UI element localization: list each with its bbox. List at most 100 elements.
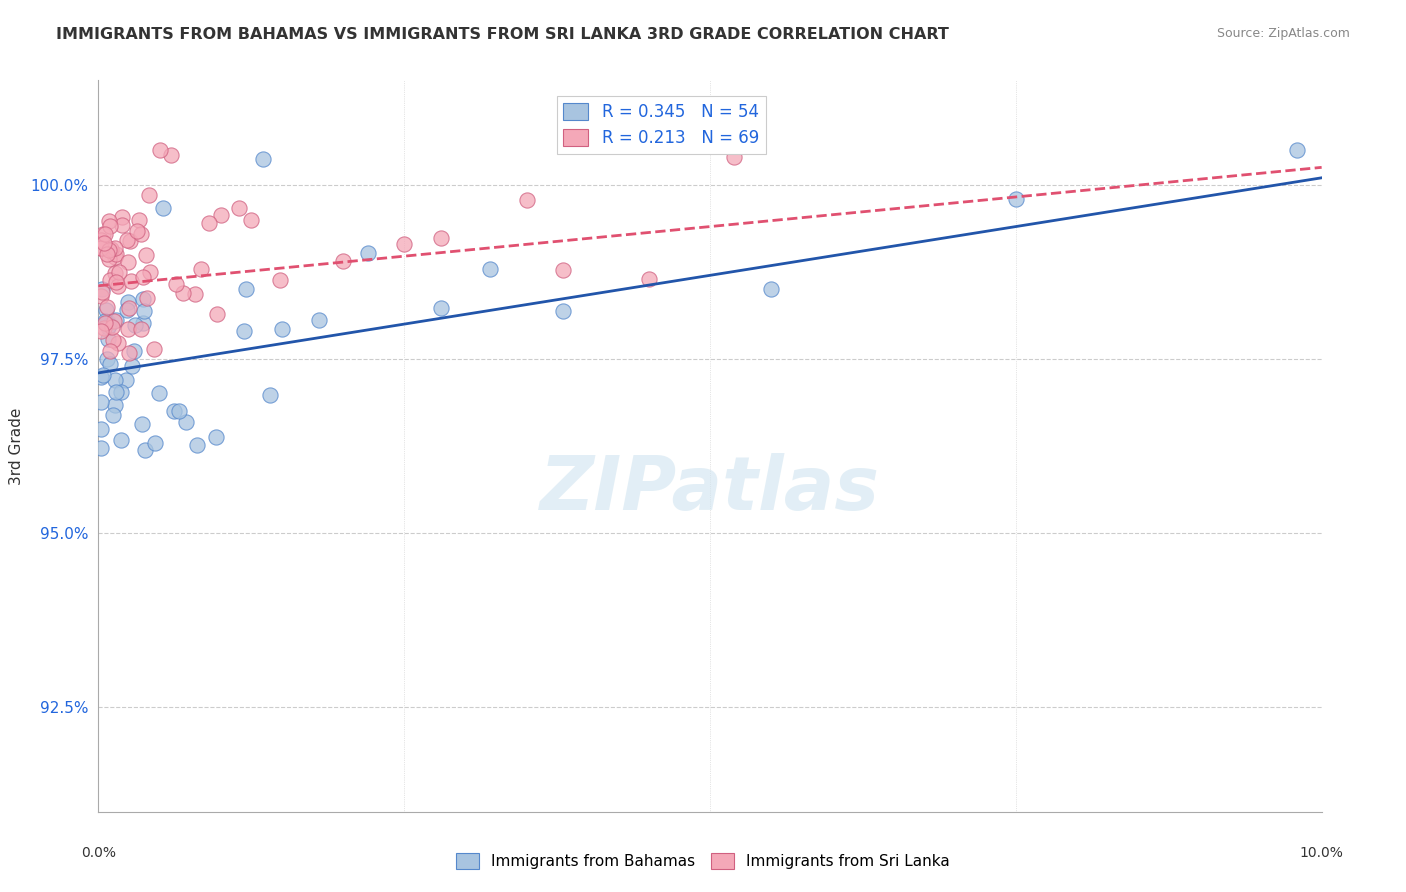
- Point: [110, 219, 132, 233]
- Point: [117, 295, 139, 310]
- Point: [1004, 192, 1026, 206]
- Point: [94, 303, 117, 318]
- Point: [98, 214, 121, 228]
- Point: [104, 241, 127, 255]
- Point: [430, 301, 453, 316]
- Point: [115, 233, 138, 247]
- Point: [160, 148, 183, 162]
- Point: [131, 417, 153, 431]
- Text: 0.0%: 0.0%: [82, 847, 115, 861]
- Point: [553, 303, 575, 318]
- Point: [228, 201, 250, 215]
- Point: [132, 270, 155, 285]
- Point: [104, 398, 127, 412]
- Point: [143, 436, 166, 450]
- Point: [516, 193, 538, 207]
- Point: [169, 404, 191, 418]
- Point: [259, 387, 281, 401]
- Point: [209, 208, 232, 222]
- Point: [172, 286, 194, 301]
- Point: [270, 322, 294, 336]
- Point: [90, 241, 112, 255]
- Point: [96, 315, 118, 329]
- Point: [134, 304, 156, 318]
- Point: [117, 255, 139, 269]
- Point: [184, 286, 207, 301]
- Point: [105, 313, 128, 327]
- Point: [90, 395, 112, 409]
- Point: [90, 369, 112, 384]
- Point: [98, 252, 121, 266]
- Point: [110, 433, 132, 447]
- Point: [240, 212, 263, 227]
- Point: [104, 250, 127, 264]
- Text: Source: ZipAtlas.com: Source: ZipAtlas.com: [1216, 27, 1350, 40]
- Point: [152, 201, 174, 215]
- Point: [149, 143, 172, 157]
- Point: [138, 188, 160, 202]
- Point: [107, 278, 129, 293]
- Point: [90, 441, 112, 455]
- Point: [105, 247, 128, 261]
- Point: [134, 442, 156, 457]
- Legend: Immigrants from Bahamas, Immigrants from Sri Lanka: Immigrants from Bahamas, Immigrants from…: [450, 847, 956, 875]
- Point: [93, 320, 115, 334]
- Point: [135, 291, 157, 305]
- Point: [186, 438, 208, 452]
- Point: [174, 415, 197, 429]
- Point: [430, 231, 453, 245]
- Point: [93, 368, 115, 383]
- Point: [117, 322, 139, 336]
- Point: [90, 324, 112, 338]
- Point: [723, 150, 745, 164]
- Text: 10.0%: 10.0%: [1299, 847, 1344, 861]
- Point: [91, 285, 114, 299]
- Y-axis label: 3rd Grade: 3rd Grade: [8, 408, 24, 484]
- Point: [100, 242, 122, 256]
- Text: ZIPatlas: ZIPatlas: [540, 453, 880, 526]
- Point: [190, 261, 212, 276]
- Point: [97, 315, 120, 329]
- Point: [105, 275, 128, 289]
- Point: [205, 430, 228, 444]
- Point: [131, 227, 153, 241]
- Point: [122, 343, 145, 358]
- Point: [94, 227, 117, 241]
- Point: [129, 321, 152, 335]
- Point: [93, 227, 115, 242]
- Point: [139, 265, 162, 279]
- Point: [93, 235, 115, 250]
- Point: [637, 272, 661, 286]
- Point: [108, 265, 131, 279]
- Point: [124, 318, 146, 332]
- Point: [761, 282, 783, 296]
- Point: [90, 422, 112, 436]
- Point: [97, 320, 120, 334]
- Point: [163, 404, 186, 418]
- Point: [105, 385, 128, 400]
- Point: [104, 373, 127, 387]
- Point: [148, 386, 170, 401]
- Point: [90, 241, 112, 255]
- Point: [98, 357, 121, 371]
- Point: [98, 344, 121, 359]
- Point: [96, 300, 118, 314]
- Point: [96, 247, 118, 261]
- Point: [118, 235, 141, 249]
- Point: [98, 243, 121, 257]
- Point: [135, 248, 157, 262]
- Point: [90, 288, 112, 302]
- Point: [101, 319, 124, 334]
- Point: [110, 385, 132, 400]
- Point: [235, 281, 257, 295]
- Point: [1286, 143, 1309, 157]
- Point: [94, 316, 117, 330]
- Point: [103, 314, 125, 328]
- Point: [111, 210, 134, 224]
- Point: [118, 346, 141, 360]
- Point: [356, 246, 378, 260]
- Point: [104, 266, 127, 280]
- Point: [553, 263, 575, 277]
- Point: [115, 303, 138, 318]
- Point: [308, 313, 330, 327]
